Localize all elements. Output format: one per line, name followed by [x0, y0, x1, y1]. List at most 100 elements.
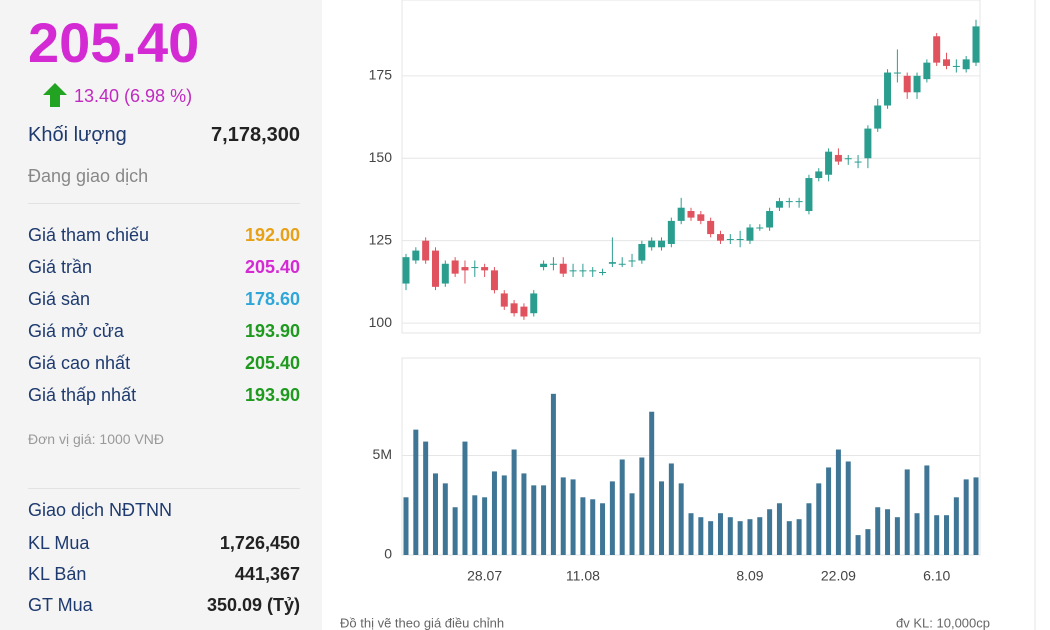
- divider: [28, 488, 300, 489]
- candle-body: [431, 250, 439, 287]
- candle-body: [913, 75, 921, 93]
- volume-bar: [826, 467, 832, 555]
- volume-bar: [816, 483, 822, 555]
- volume-bar: [521, 473, 527, 555]
- divider: [28, 203, 300, 204]
- candle-body: [864, 128, 872, 159]
- candle-body: [972, 26, 980, 63]
- y-tick-label: 100: [369, 314, 393, 330]
- price-label: Giá sàn: [28, 289, 91, 309]
- candle-body: [638, 243, 646, 261]
- candle-body: [579, 270, 587, 272]
- volume-bar: [747, 519, 753, 555]
- candle-body: [923, 62, 931, 80]
- volume-bar: [570, 479, 576, 555]
- foreign-value: 441,367: [234, 564, 300, 584]
- foreign-label: KL Bán: [28, 564, 87, 584]
- volume-bar: [482, 497, 488, 555]
- volume-bar: [541, 485, 547, 555]
- candle-body: [549, 263, 557, 265]
- candle-body: [658, 240, 666, 248]
- price-value: 193.90: [244, 385, 300, 405]
- y-tick-label: 0: [384, 546, 392, 562]
- volume-bar: [550, 393, 556, 555]
- volume-bar: [855, 535, 861, 555]
- candle-body: [520, 306, 528, 317]
- volume-bar: [934, 515, 940, 555]
- volume-bar: [462, 441, 468, 555]
- volume-bar: [472, 495, 478, 555]
- volume-bar: [845, 461, 851, 555]
- volume-bar: [668, 463, 674, 555]
- candle-body: [825, 151, 833, 175]
- x-tick-label: 8.09: [736, 568, 763, 584]
- volume-bar: [423, 441, 429, 555]
- candle-body: [874, 105, 882, 129]
- candle-body: [490, 270, 498, 291]
- candle-body: [599, 272, 607, 274]
- candle-body: [716, 234, 724, 241]
- price-value: 192.00: [244, 225, 300, 245]
- volume-bar: [767, 509, 773, 555]
- candle-body: [844, 158, 852, 160]
- volume-bar: [452, 507, 458, 555]
- unit-note: Đơn vị giá: 1000 VNĐ: [28, 431, 165, 447]
- volume-bar: [973, 477, 979, 555]
- price-value: 178.60: [244, 289, 300, 309]
- price-label: Giá tham chiếu: [28, 225, 150, 245]
- y-tick-label: 175: [369, 67, 393, 83]
- candle-body: [677, 207, 685, 221]
- candle-body: [441, 263, 449, 284]
- candle-body: [589, 270, 597, 272]
- volume-bar: [806, 503, 812, 555]
- x-tick-label: 28.07: [467, 568, 502, 584]
- candle-body: [481, 267, 489, 271]
- candle-body: [608, 262, 616, 264]
- price-value: 193.90: [244, 321, 300, 341]
- candle-body: [697, 214, 705, 221]
- candle-body: [422, 240, 430, 261]
- candle-body: [746, 227, 754, 241]
- candle-body: [559, 263, 567, 274]
- volume-row: Khối lượng 7,178,300: [28, 124, 300, 147]
- quote-panel: 205.40 13.40 (6.98 %) Khối lượng 7,178,30…: [0, 0, 322, 630]
- volume-bar: [491, 471, 497, 555]
- candle-body: [530, 293, 538, 314]
- x-tick-label: 6.10: [923, 568, 950, 584]
- foreign-value: 1,726,450: [219, 533, 300, 553]
- price-row: Giá tham chiếu 192.00: [28, 225, 300, 246]
- volume-bar: [413, 429, 419, 555]
- x-tick-label: 11.08: [566, 568, 600, 584]
- candle-body: [412, 250, 420, 261]
- candle-body: [933, 36, 941, 63]
- candle-body: [500, 293, 508, 307]
- volume-bar: [717, 513, 723, 555]
- candle-body: [569, 270, 577, 272]
- volume-bar: [639, 457, 645, 555]
- candle-body: [834, 154, 842, 162]
- x-tick-label: 22.09: [821, 568, 856, 584]
- price-change: 13.40 (6.98 %): [74, 86, 193, 106]
- volume-bar: [659, 481, 665, 555]
- volume-bar: [501, 475, 507, 555]
- volume-bar: [727, 517, 733, 555]
- status: Đang giao dịch: [28, 166, 149, 186]
- volume-bar: [432, 473, 438, 555]
- candle-body: [471, 267, 479, 269]
- candle-body: [402, 257, 410, 284]
- candle-body: [884, 72, 892, 106]
- volume-bar: [904, 469, 910, 555]
- volume-bar: [894, 517, 900, 555]
- footer-note: Đồ thị vẽ theo giá điều chỉnh: [340, 615, 504, 630]
- price-label: Giá thấp nhất: [28, 385, 137, 405]
- candle-body: [510, 303, 518, 314]
- candle-body: [952, 65, 960, 67]
- volume-bar: [609, 481, 615, 555]
- y-tick-label: 5M: [373, 446, 392, 462]
- foreign-label: GT Mua: [28, 595, 93, 615]
- foreign-label: KL Mua: [28, 533, 90, 553]
- candle-body: [540, 263, 548, 268]
- footer-unit: đv KL: 10,000cp: [896, 615, 990, 630]
- volume-bar: [786, 521, 792, 555]
